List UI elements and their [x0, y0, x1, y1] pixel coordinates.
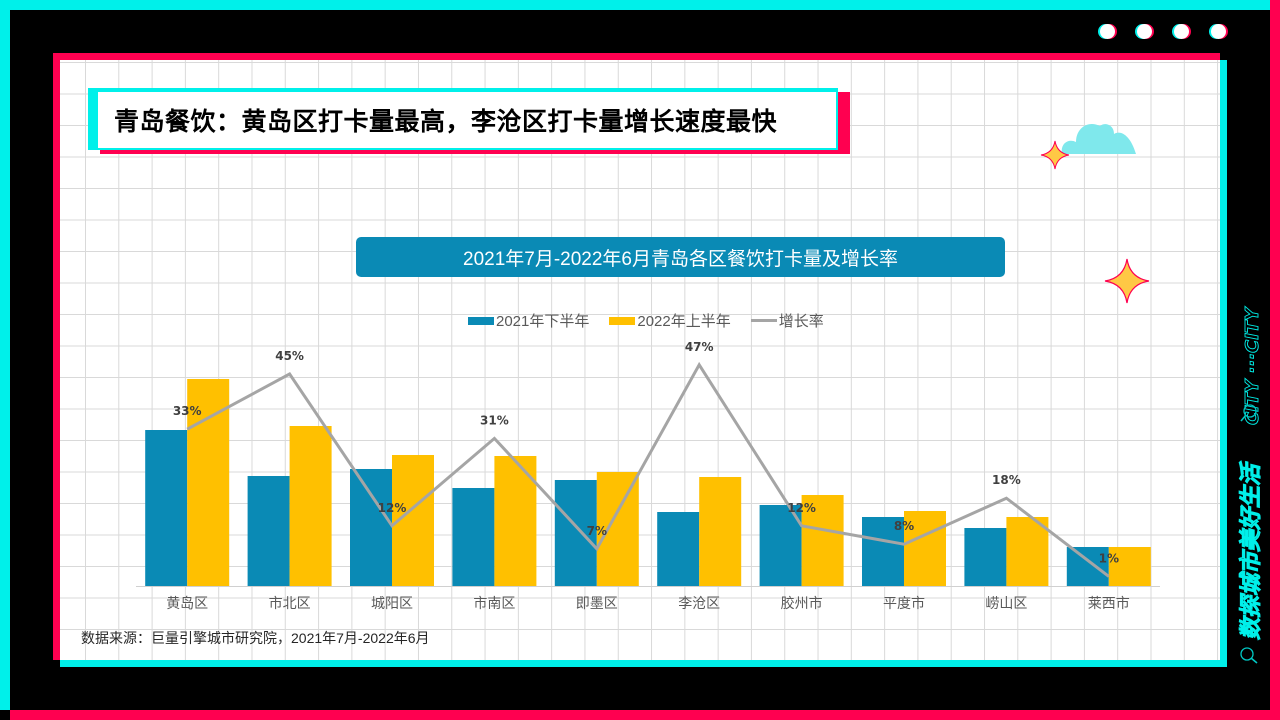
dot-icon: [1137, 24, 1152, 39]
bar-2021h2: [759, 505, 802, 586]
bar-2021h2: [657, 512, 700, 586]
data-source-note: 数据来源：巨量引擎城市研究院，2021年7月-2022年6月: [81, 630, 430, 646]
x-tick-label: 平度市: [883, 595, 925, 611]
growth-rate-label: 18%: [992, 473, 1021, 487]
bar-2022h1: [187, 379, 230, 586]
chart-legend: 2021年下半年 2022年上半年 增长率: [468, 310, 824, 331]
x-tick-label: 李沧区: [678, 595, 720, 611]
growth-rate-label: 47%: [685, 340, 714, 354]
legend-swatch: [609, 316, 636, 325]
growth-rate-label: 31%: [480, 413, 509, 427]
bar-2021h2: [1066, 547, 1109, 586]
x-tick-label: 莱西市: [1088, 595, 1130, 611]
x-tick-label: 市南区: [473, 595, 515, 611]
x-tick-label: 黄岛区: [166, 595, 208, 611]
growth-rate-label: 8%: [894, 519, 914, 533]
frame-right-border: [1270, 0, 1280, 720]
growth-rate-label: 45%: [275, 349, 304, 363]
dot-icon: [1100, 24, 1115, 39]
bar-2022h1: [904, 511, 946, 586]
legend-swatch: [468, 316, 494, 325]
frame-left-border: [0, 0, 10, 710]
bar-2021h2: [145, 430, 188, 586]
bar-2022h1: [699, 477, 742, 586]
legend-item-2021h2: 2021年下半年: [468, 310, 589, 331]
side-banner-text: 数探城市美好生活: [1238, 460, 1264, 640]
side-banner-en: CITY ···CITY: [1242, 306, 1263, 425]
bar-2021h2: [554, 480, 597, 586]
bar-2021h2: [452, 488, 495, 586]
dot-icon: [1211, 24, 1226, 39]
decor-dots: [1100, 24, 1226, 39]
legend-label: 2022年上半年: [637, 313, 731, 330]
bar-2022h1: [289, 426, 332, 586]
cloud-icon: [1061, 123, 1136, 154]
frame-bottom-border: [10, 710, 1280, 720]
search-icon: [1240, 647, 1258, 664]
bar-2021h2: [964, 528, 1007, 586]
bar-2022h1: [596, 472, 639, 586]
growth-rate-label: 7%: [587, 524, 607, 538]
legend-item-growth: 增长率: [750, 310, 824, 331]
legend-swatch: [750, 319, 777, 322]
bar-2022h1: [1006, 517, 1049, 586]
growth-rate-label: 12%: [378, 501, 407, 515]
bar-2022h1: [1108, 547, 1151, 586]
sparkle-icon: [1040, 140, 1070, 170]
frame-top-border: [0, 0, 1270, 10]
side-banner: 数探城市美好生活 CITY ···CITY: [1238, 305, 1265, 640]
legend-label: 增长率: [778, 313, 824, 330]
x-tick-label: 市北区: [269, 595, 311, 611]
bar-2021h2: [247, 476, 290, 586]
x-tick-label: 胶州市: [781, 595, 823, 611]
bar-2021h2: [862, 517, 904, 586]
x-tick-label: 崂山区: [985, 595, 1027, 611]
growth-rate-label: 33%: [173, 404, 202, 418]
legend-label: 2021年下半年: [496, 313, 590, 330]
x-tick-label: 即墨区: [576, 595, 618, 611]
dot-icon: [1174, 24, 1189, 39]
search-icon: [1240, 404, 1257, 422]
growth-rate-line: [186, 361, 1110, 578]
sparkle-icon: [1104, 258, 1150, 304]
x-tick-label: 城阳区: [371, 595, 413, 611]
growth-rate-label: 12%: [787, 501, 816, 515]
page-title: 青岛餐饮：黄岛区打卡量最高，李沧区打卡量增长速度最快: [114, 107, 778, 136]
bar-2022h1: [801, 495, 844, 586]
growth-rate-label: 1%: [1099, 551, 1119, 565]
chart-title: 2021年7月-2022年6月青岛各区餐饮打卡量及增长率: [356, 237, 1005, 277]
legend-item-2022h1: 2022年上半年: [609, 310, 731, 331]
title-box: 青岛餐饮：黄岛区打卡量最高，李沧区打卡量增长速度最快: [98, 92, 836, 148]
bar-2021h2: [350, 469, 392, 586]
